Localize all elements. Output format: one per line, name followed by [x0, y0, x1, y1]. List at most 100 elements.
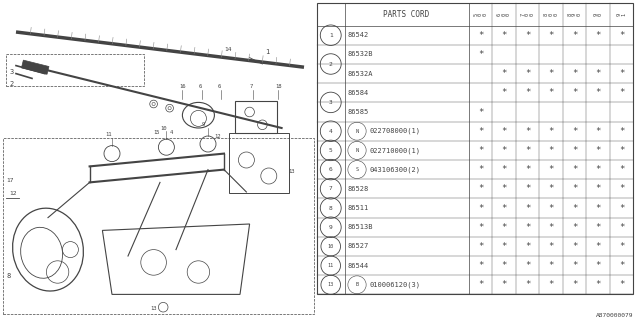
Text: *: *: [477, 108, 483, 116]
Text: *: *: [619, 204, 625, 212]
Text: 4: 4: [170, 130, 173, 135]
Text: *: *: [572, 204, 577, 212]
Text: *: *: [619, 223, 625, 232]
Text: 86532A: 86532A: [348, 71, 373, 76]
Text: *: *: [548, 69, 554, 78]
Text: *: *: [619, 127, 625, 136]
Text: 15: 15: [154, 130, 160, 135]
Text: *: *: [525, 69, 530, 78]
Text: 14: 14: [224, 47, 232, 52]
Text: 2: 2: [329, 61, 333, 67]
Text: 11: 11: [106, 132, 112, 137]
Text: *: *: [477, 127, 483, 136]
Text: 86544: 86544: [348, 263, 369, 268]
Text: *: *: [548, 242, 554, 251]
Text: *: *: [525, 242, 530, 251]
Text: 022710000(1): 022710000(1): [369, 147, 420, 154]
Text: 18: 18: [275, 84, 282, 89]
Text: 8: 8: [329, 205, 333, 211]
Text: 12: 12: [10, 191, 17, 196]
Text: 86532B: 86532B: [348, 52, 373, 57]
Text: *: *: [619, 242, 625, 251]
Text: 86528: 86528: [348, 186, 369, 192]
Text: *: *: [501, 165, 507, 174]
Text: *: *: [619, 69, 625, 78]
Text: 86527: 86527: [348, 244, 369, 249]
Text: *: *: [595, 280, 601, 289]
Text: *: *: [525, 165, 530, 174]
Bar: [6, 54, 144, 86]
Text: *: *: [572, 88, 577, 97]
Text: B: B: [355, 282, 358, 287]
Text: 9
0: 9 0: [593, 13, 603, 16]
Text: 16: 16: [179, 84, 186, 89]
Text: *: *: [595, 127, 601, 136]
Text: *: *: [572, 127, 577, 136]
Text: *: *: [548, 184, 554, 193]
Text: *: *: [477, 242, 483, 251]
Text: *: *: [501, 261, 507, 270]
Text: 13: 13: [288, 169, 294, 174]
Text: *: *: [572, 242, 577, 251]
Text: *: *: [595, 165, 601, 174]
Text: 2: 2: [10, 81, 14, 87]
Text: 12: 12: [214, 134, 221, 139]
Text: *: *: [477, 280, 483, 289]
Text: 5
0
0: 5 0 0: [474, 13, 488, 16]
Text: *: *: [548, 261, 554, 270]
Text: *: *: [525, 280, 530, 289]
Text: 1: 1: [266, 49, 270, 55]
Text: 7: 7: [329, 186, 333, 191]
Text: *: *: [525, 88, 530, 97]
Text: *: *: [572, 31, 577, 40]
Text: *: *: [501, 31, 507, 40]
Text: 1: 1: [329, 33, 333, 38]
Text: *: *: [595, 223, 601, 232]
Text: *: *: [572, 184, 577, 193]
Text: 6: 6: [198, 84, 202, 89]
Text: 8
9
0: 8 9 0: [568, 13, 582, 16]
Text: *: *: [477, 184, 483, 193]
Text: *: *: [595, 31, 601, 40]
Text: PARTS CORD: PARTS CORD: [383, 10, 429, 19]
Text: 10: 10: [160, 125, 166, 131]
Text: *: *: [619, 184, 625, 193]
Text: *: *: [501, 204, 507, 212]
Text: N: N: [355, 129, 358, 134]
Text: 13: 13: [150, 307, 157, 311]
Text: N: N: [355, 148, 358, 153]
Text: S: S: [355, 167, 358, 172]
Text: 3: 3: [329, 100, 333, 105]
Text: *: *: [501, 69, 507, 78]
Text: *: *: [572, 280, 577, 289]
Bar: [3, 138, 314, 314]
Text: *: *: [548, 88, 554, 97]
Text: 4: 4: [329, 129, 333, 134]
Text: 3: 3: [10, 68, 14, 75]
Text: 7: 7: [250, 84, 253, 89]
Text: 9
1: 9 1: [617, 13, 627, 16]
Text: 86511: 86511: [348, 205, 369, 211]
Text: *: *: [619, 165, 625, 174]
Text: *: *: [572, 261, 577, 270]
Text: *: *: [501, 184, 507, 193]
Text: *: *: [525, 146, 530, 155]
Text: 5: 5: [329, 148, 333, 153]
Text: 11: 11: [328, 263, 334, 268]
Text: *: *: [548, 204, 554, 212]
Text: *: *: [548, 223, 554, 232]
Text: *: *: [525, 31, 530, 40]
Text: A870000079: A870000079: [596, 313, 634, 318]
Text: *: *: [619, 146, 625, 155]
Text: *: *: [595, 88, 601, 97]
Text: 043106300(2): 043106300(2): [369, 166, 420, 173]
Text: *: *: [548, 165, 554, 174]
Text: 9: 9: [202, 122, 205, 127]
Text: *: *: [525, 223, 530, 232]
Text: *: *: [619, 31, 625, 40]
Text: 86584: 86584: [348, 90, 369, 96]
Text: *: *: [548, 127, 554, 136]
Text: *: *: [501, 88, 507, 97]
Text: *: *: [595, 204, 601, 212]
Text: *: *: [572, 146, 577, 155]
